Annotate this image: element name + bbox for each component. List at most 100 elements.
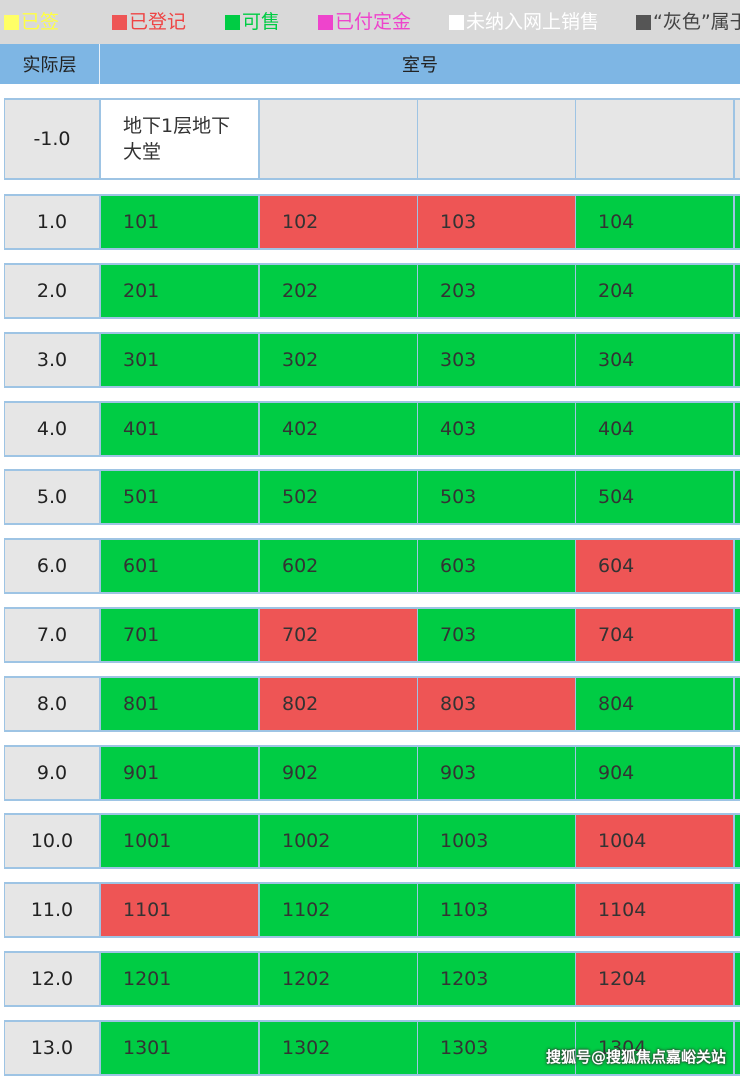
floor-column-header: 实际层 <box>0 44 100 84</box>
legend-swatch-gray <box>636 14 651 30</box>
floor-cell: 10.0 <box>5 815 99 867</box>
room-cell[interactable]: 803 <box>418 678 575 730</box>
legend-item-signed: 已签 <box>4 0 59 44</box>
room-cell[interactable]: 704 <box>576 609 733 661</box>
legend-item-deposit-paid: 已付定金 <box>318 0 411 44</box>
room-cell[interactable]: 602 <box>260 540 417 592</box>
room-cell[interactable]: 504 <box>576 471 733 523</box>
room-cell[interactable]: 1301 <box>101 1022 258 1074</box>
floor-cell: 5.0 <box>5 471 99 523</box>
room-cell-partial <box>735 334 740 386</box>
room-cell[interactable]: 1101 <box>101 884 258 936</box>
room-cell[interactable]: 603 <box>418 540 575 592</box>
room-cell[interactable]: 402 <box>260 403 417 455</box>
room-cell[interactable]: 902 <box>260 747 417 799</box>
watermark: 搜狐号@搜狐焦点嘉峪关站 <box>545 1048 726 1066</box>
room-cell[interactable]: 904 <box>576 747 733 799</box>
legend-item-registered: 已登记 <box>112 0 186 44</box>
room-cell[interactable]: 1303 <box>418 1022 575 1074</box>
room-cell[interactable]: 1201 <box>101 953 258 1005</box>
room-cell[interactable]: 503 <box>418 471 575 523</box>
room-cell[interactable]: 604 <box>576 540 733 592</box>
room-cell[interactable]: 1103 <box>418 884 575 936</box>
room-cell[interactable]: 302 <box>260 334 417 386</box>
floor-cell: 2.0 <box>5 265 99 317</box>
legend-item-for-sale: 可售 <box>225 0 280 44</box>
room-cell[interactable]: 1003 <box>418 815 575 867</box>
room-cell[interactable]: 1104 <box>576 884 733 936</box>
room-cell[interactable]: 203 <box>418 265 575 317</box>
floor-cell: 8.0 <box>5 678 99 730</box>
status-legend: 已签 已登记 可售 已付定金 未纳入网上销售 “灰色”属于 <box>0 0 740 44</box>
room-cell[interactable]: 501 <box>101 471 258 523</box>
room-cell[interactable]: 1304 <box>576 1022 733 1074</box>
room-cell[interactable]: 1004 <box>576 815 733 867</box>
room-cell[interactable]: 202 <box>260 265 417 317</box>
legend-label-registered: 已登记 <box>129 11 187 33</box>
room-cell[interactable]: 301 <box>101 334 258 386</box>
table-row: 7.0 701 702 703 704 <box>4 607 740 663</box>
floor-cell: -1.0 <box>5 100 99 178</box>
room-cell[interactable]: 404 <box>576 403 733 455</box>
room-cell[interactable]: 1001 <box>101 815 258 867</box>
room-cell-partial <box>735 265 740 317</box>
room-cell[interactable]: 1302 <box>260 1022 417 1074</box>
floor-cell: 1.0 <box>5 196 99 248</box>
table-row: 3.0 301 302 303 304 <box>4 332 740 388</box>
room-cell[interactable]: 701 <box>101 609 258 661</box>
room-cell[interactable]: 201 <box>101 265 258 317</box>
room-cell[interactable]: 804 <box>576 678 733 730</box>
room-cell[interactable]: 101 <box>101 196 258 248</box>
legend-swatch-unlisted <box>449 14 464 30</box>
room-cell[interactable]: 204 <box>576 265 733 317</box>
room-cell[interactable]: 703 <box>418 609 575 661</box>
room-cell-partial <box>735 471 740 523</box>
room-cell-partial <box>735 678 740 730</box>
legend-swatch-registered <box>112 14 127 30</box>
room-cell-partial <box>735 540 740 592</box>
legend-label-gray: “灰色”属于 <box>653 11 740 33</box>
room-cell[interactable]: 802 <box>260 678 417 730</box>
room-cell-partial <box>735 1022 740 1074</box>
legend-label-unlisted: 未纳入网上销售 <box>466 11 600 33</box>
room-cell[interactable]: 1204 <box>576 953 733 1005</box>
room-cell[interactable]: 403 <box>418 403 575 455</box>
room-cell[interactable]: 103 <box>418 196 575 248</box>
room-cell[interactable]: 1102 <box>260 884 417 936</box>
room-cell[interactable]: 104 <box>576 196 733 248</box>
room-cell[interactable]: 1203 <box>418 953 575 1005</box>
table-row: 2.0 201 202 203 204 <box>4 263 740 319</box>
legend-label-for-sale: 可售 <box>242 11 281 33</box>
floor-cell: 3.0 <box>5 334 99 386</box>
room-cell-partial <box>735 100 740 178</box>
room-cell-partial <box>735 609 740 661</box>
room-cell[interactable]: 地下1层地下大堂 <box>101 100 258 178</box>
room-cell[interactable]: 702 <box>260 609 417 661</box>
room-cell[interactable] <box>418 100 575 178</box>
legend-swatch-signed <box>4 14 19 30</box>
room-column-header: 室号 <box>402 55 438 76</box>
room-cell[interactable]: 903 <box>418 747 575 799</box>
room-cell[interactable] <box>260 100 417 178</box>
floor-cell: 7.0 <box>5 609 99 661</box>
room-cell[interactable]: 801 <box>101 678 258 730</box>
room-cell[interactable]: 1202 <box>260 953 417 1005</box>
legend-label-deposit-paid: 已付定金 <box>335 11 412 33</box>
room-cell[interactable]: 401 <box>101 403 258 455</box>
room-cell[interactable]: 304 <box>576 334 733 386</box>
room-cell[interactable]: 502 <box>260 471 417 523</box>
floor-cell: 4.0 <box>5 403 99 455</box>
room-cell[interactable]: 601 <box>101 540 258 592</box>
legend-swatch-for-sale <box>225 14 240 30</box>
room-cell-partial <box>735 403 740 455</box>
room-cell-partial <box>735 953 740 1005</box>
table-row: 12.0 1201 1202 1203 1204 <box>4 951 740 1007</box>
table-row: 8.0 801 802 803 804 <box>4 676 740 732</box>
room-cell[interactable] <box>576 100 733 178</box>
room-cell[interactable]: 102 <box>260 196 417 248</box>
room-cell[interactable]: 303 <box>418 334 575 386</box>
room-cell[interactable]: 1002 <box>260 815 417 867</box>
room-cell-partial <box>735 884 740 936</box>
legend-swatch-deposit-paid <box>318 14 333 30</box>
room-cell[interactable]: 901 <box>101 747 258 799</box>
